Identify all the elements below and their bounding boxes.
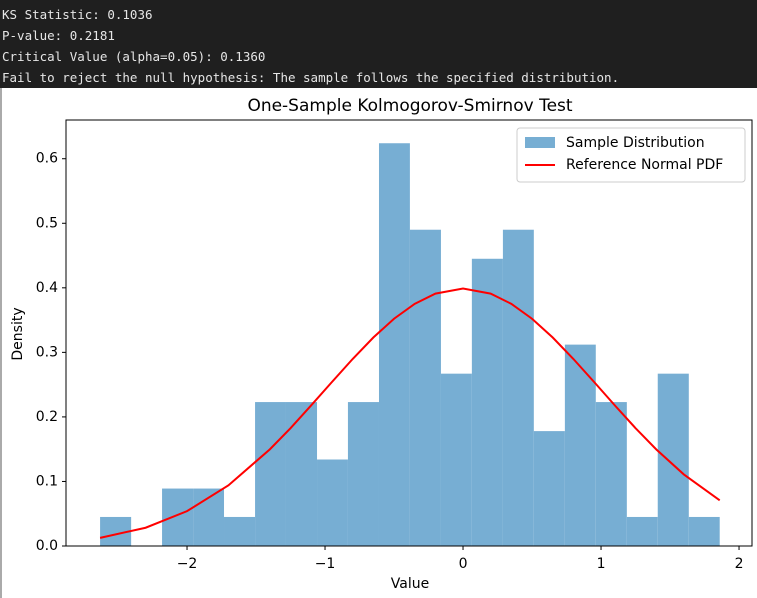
console-output: KS Statistic: 0.1036 P-value: 0.2181 Criti…	[0, 0, 757, 88]
bar	[626, 516, 658, 546]
console-line: KS Statistic: 0.1036	[2, 7, 153, 22]
chart: One-Sample Kolmogorov-Smirnov Test Value…	[0, 88, 753, 598]
legend-swatch	[525, 137, 555, 148]
legend-label: Reference Normal PDF	[566, 157, 723, 173]
bar	[224, 516, 256, 546]
legend-box	[516, 127, 746, 183]
x-tick-label: −2	[177, 556, 198, 572]
x-tick-label: 1	[597, 556, 606, 572]
bar	[317, 459, 348, 546]
x-tick-label: 2	[735, 556, 744, 572]
bar	[564, 344, 596, 546]
y-tick-label: 0.1	[36, 473, 58, 489]
bar	[162, 488, 194, 546]
bar	[347, 402, 379, 546]
bar	[688, 516, 720, 546]
console-line: Fail to reject the null hypothesis: The …	[2, 70, 620, 85]
pdf-line	[99, 287, 721, 539]
bar	[533, 431, 565, 546]
bar	[595, 402, 627, 546]
y-axis-label: Density	[10, 307, 26, 360]
y-tick-label: 0.3	[36, 344, 58, 360]
plot-frame	[65, 119, 753, 547]
y-tick-label: 0.6	[36, 151, 58, 167]
x-tick-label: 0	[459, 556, 468, 572]
x-tick-label: −1	[315, 556, 336, 572]
y-tick-label: 0.2	[36, 409, 58, 425]
bar	[285, 402, 318, 546]
bar	[471, 258, 503, 546]
legend-label: Sample Distribution	[566, 135, 705, 151]
y-tick-label: 0.0	[36, 538, 58, 554]
bar	[409, 229, 441, 546]
bar	[255, 402, 286, 546]
chart-title: One-Sample Kolmogorov-Smirnov Test	[247, 96, 572, 116]
x-axis-label: Value	[391, 576, 429, 592]
bar	[657, 373, 689, 546]
console-line: P-value: 0.2181	[2, 28, 115, 43]
bar	[378, 143, 410, 546]
y-tick-label: 0.5	[36, 215, 58, 231]
y-tick-label: 0.4	[36, 280, 58, 296]
bar	[440, 373, 472, 546]
bar	[502, 229, 534, 546]
console-line: Critical Value (alpha=0.05): 0.1360	[2, 49, 266, 64]
